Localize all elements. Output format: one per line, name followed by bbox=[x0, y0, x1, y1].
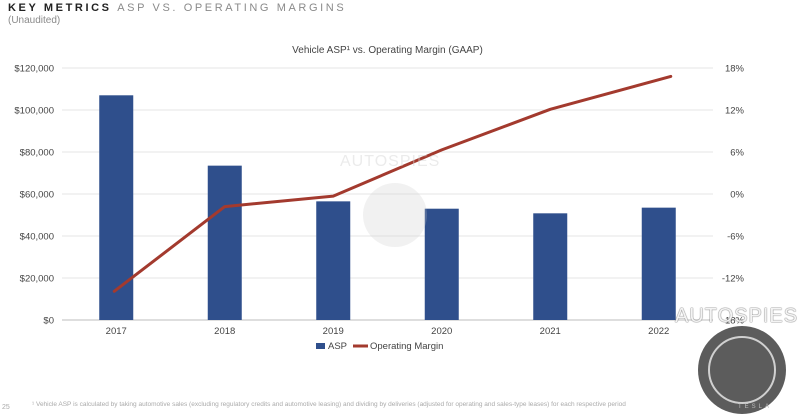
page-number: 25 bbox=[2, 404, 10, 411]
operating-margin-line bbox=[112, 74, 673, 293]
y-left-tick-label: $60,000 bbox=[20, 190, 54, 201]
y-left-tick-label: $80,000 bbox=[20, 148, 54, 159]
asp-bar bbox=[207, 165, 242, 320]
slide-title-light: ASP VS. OPERATING MARGINS bbox=[117, 2, 347, 14]
asp-bar bbox=[99, 95, 134, 320]
y-right-tick-label: 12% bbox=[725, 106, 745, 117]
watermark: AUTOSPIES bbox=[675, 305, 799, 327]
x-tick-label: 2017 bbox=[106, 326, 127, 337]
footnote: ¹ Vehicle ASP is calculated by taking au… bbox=[32, 401, 626, 408]
legend-label-asp: ASP bbox=[328, 341, 347, 352]
x-tick-label: 2018 bbox=[214, 326, 235, 337]
legend-swatch-asp bbox=[316, 343, 325, 349]
watermark-faint: AUTOSPIES bbox=[340, 153, 441, 170]
legend-label-margin: Operating Margin bbox=[370, 341, 443, 352]
slide-title: KEY METRICS ASP VS. OPERATING MARGINS bbox=[8, 2, 346, 14]
y-right-tick-label: -12% bbox=[722, 274, 745, 285]
x-tick-label: 2019 bbox=[323, 326, 344, 337]
slide-title-bold: KEY METRICS bbox=[8, 2, 112, 14]
asp-bar bbox=[424, 208, 459, 320]
y-right-tick-label: 18% bbox=[725, 64, 745, 75]
slide-subtitle: (Unaudited) bbox=[8, 15, 61, 26]
asp-bar bbox=[641, 207, 676, 320]
brand-wordmark: TESLA bbox=[738, 404, 773, 410]
asp-bar bbox=[533, 213, 568, 320]
y-right-tick-label: -18% bbox=[722, 316, 745, 327]
watermark-emblem-ring bbox=[708, 336, 776, 404]
x-tick-label: 2022 bbox=[648, 326, 669, 337]
x-tick-label: 2020 bbox=[431, 326, 452, 337]
x-tick-label: 2021 bbox=[540, 326, 561, 337]
asp-bar bbox=[316, 201, 351, 320]
y-right-tick-label: 0% bbox=[730, 190, 744, 201]
chart-title: Vehicle ASP¹ vs. Operating Margin (GAAP) bbox=[292, 45, 483, 56]
y-right-tick-label: 6% bbox=[730, 148, 744, 159]
y-left-tick-label: $100,000 bbox=[14, 106, 54, 117]
watermark-emblem-faint bbox=[363, 183, 427, 247]
slide-header: KEY METRICS ASP VS. OPERATING MARGINS (U… bbox=[8, 2, 346, 26]
watermark-emblem bbox=[698, 326, 786, 414]
y-left-tick-label: $20,000 bbox=[20, 274, 54, 285]
y-left-tick-label: $0 bbox=[43, 316, 54, 327]
y-right-tick-label: -6% bbox=[727, 232, 744, 243]
y-left-tick-label: $40,000 bbox=[20, 232, 54, 243]
y-left-tick-label: $120,000 bbox=[14, 64, 54, 75]
